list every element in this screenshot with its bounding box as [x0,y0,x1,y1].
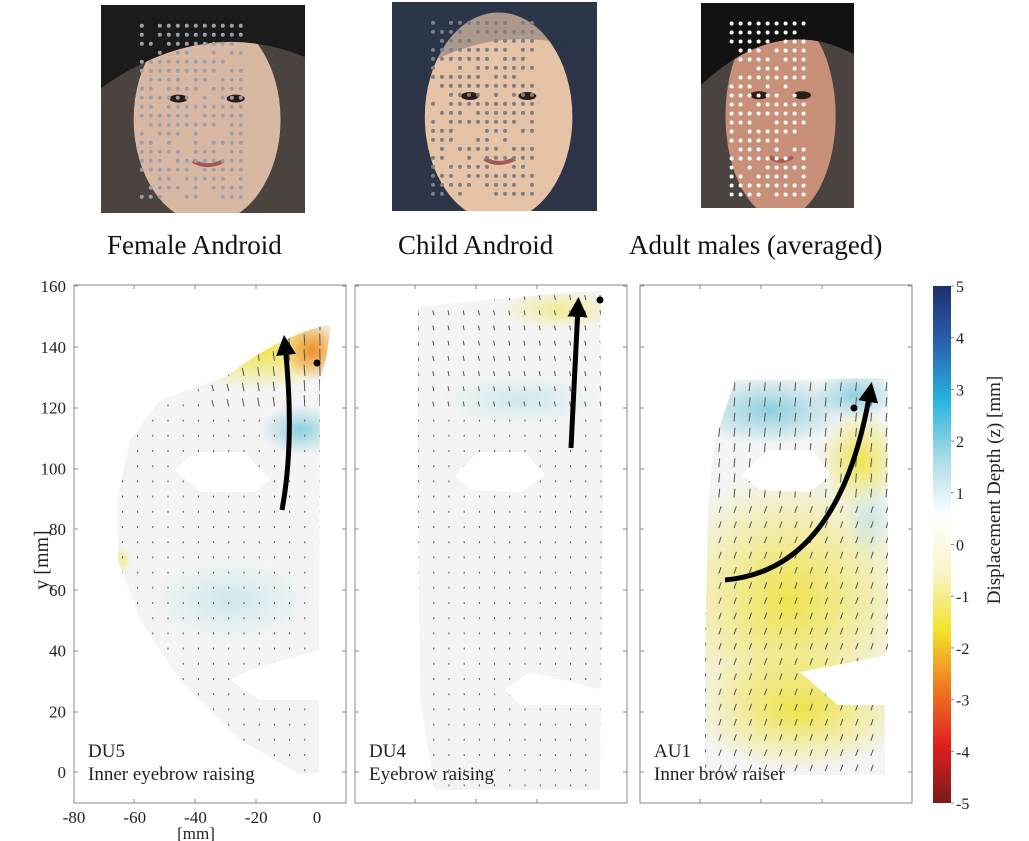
x-tick-label: 0 [313,808,322,827]
reference-point [851,405,858,412]
colorbar-tick-label: 3 [956,382,964,399]
displacement-vector [304,365,305,376]
colorbar-tick-label: -5 [956,796,969,813]
colorbar-tick-label: 2 [956,434,964,451]
reference-point [314,360,321,367]
y-tick-label: 40 [49,642,66,661]
colorbar-tick-label: 4 [956,331,964,348]
panel-code: AU1 [654,741,691,762]
y-tick-label: 100 [41,459,67,478]
displacement-vector [304,334,305,345]
face-photo [701,3,854,208]
panel-au1: AU1Inner brow raiser [640,285,920,803]
y-tick-label: 0 [58,763,67,782]
caption-adult-males: Adult males (averaged) [629,230,882,261]
displacement-vector [304,380,305,391]
panel-description: Inner brow raiser [654,764,786,785]
caption-child-android: Child Android [398,230,553,261]
x-axis-label: [mm] [177,824,215,841]
colorbar-tick-label: -3 [956,693,969,710]
displacement-vector [304,395,305,406]
caption-female-android: Female Android [107,230,282,261]
colorbar-tick-label: -2 [956,641,969,658]
face-photo [392,2,597,211]
panel-description: Inner eyebrow raising [88,764,255,785]
y-tick-label: 20 [49,702,66,721]
y-tick-label: 120 [41,399,67,418]
panel-du4: DU4Eyebrow raising [355,285,627,803]
y-axis-label: y [mm] [31,530,53,589]
face-photo [101,5,305,213]
colorbar-label: Displacement Depth (z) [mm] [984,376,1005,604]
x-tick-label: -60 [123,808,146,827]
panel-du5: DU5Inner eyebrow raising [74,285,350,803]
colorbar-tick-label: 1 [956,486,964,503]
colorbar-tick-label: -1 [956,589,969,606]
colorbar [933,286,951,803]
x-tick-label: -20 [245,808,268,827]
y-tick-label: 140 [41,338,67,357]
panel-code: DU4 [369,741,406,762]
depth-region [845,480,895,560]
depth-region [150,560,310,640]
colorbar-tick-label: 0 [956,538,964,555]
x-tick-label: -80 [63,808,86,827]
panel-code: DU5 [88,741,125,762]
colorbar-tick-label: -4 [956,744,969,761]
y-tick-label: 160 [41,277,67,296]
displacement-vector [304,350,305,361]
panel-description: Eyebrow raising [369,764,495,785]
colorbar-tick-label: 5 [956,279,964,296]
reference-point [597,297,604,304]
